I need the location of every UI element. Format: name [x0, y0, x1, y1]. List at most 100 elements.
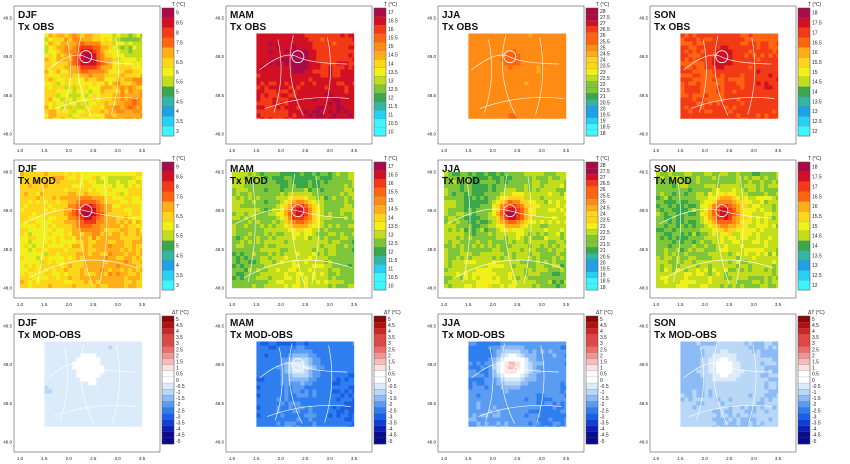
heatmap-cell — [756, 65, 761, 70]
heatmap-cell — [312, 224, 317, 229]
heatmap-cell — [776, 109, 779, 114]
heatmap-cell — [108, 200, 113, 205]
heatmap-cell — [140, 81, 143, 86]
heatmap-cell — [700, 77, 705, 82]
heatmap-cell — [132, 180, 137, 185]
panel-season-title: SON — [654, 10, 676, 21]
heatmap-cell — [444, 180, 449, 185]
heatmap-cell — [312, 264, 317, 269]
heatmap-cell — [292, 272, 297, 277]
heatmap-cell — [548, 204, 553, 209]
heatmap-cell — [720, 105, 725, 110]
heatmap-cell — [348, 224, 353, 229]
heatmap-cell — [132, 77, 137, 82]
heatmap-cell — [52, 196, 57, 201]
heatmap-cell — [268, 236, 273, 241]
heatmap-cell — [320, 172, 325, 177]
legend-swatch — [161, 17, 175, 28]
heatmap-cell — [56, 69, 61, 74]
heatmap-cell — [492, 117, 497, 119]
heatmap-cell — [252, 176, 257, 181]
heatmap-cell — [708, 37, 713, 42]
heatmap-cell — [88, 176, 93, 181]
heatmap-cell — [560, 196, 565, 201]
heatmap-cell — [544, 252, 549, 257]
heatmap-cell — [544, 196, 549, 201]
heatmap-cell — [260, 268, 265, 273]
heatmap-cell — [132, 49, 137, 54]
heatmap-cell — [332, 176, 337, 181]
heatmap-cell — [280, 45, 285, 50]
heatmap-cell — [108, 105, 113, 110]
heatmap-cell — [72, 244, 77, 249]
heatmap-cell — [324, 117, 329, 119]
heatmap-cell — [276, 212, 281, 217]
heatmap-cell — [112, 77, 117, 82]
heatmap-cell — [76, 244, 81, 249]
heatmap-cell — [124, 204, 129, 209]
heatmap-cell — [24, 260, 29, 265]
heatmap-cell — [768, 37, 773, 42]
heatmap-cell — [444, 204, 449, 209]
heatmap-cell — [60, 65, 65, 70]
x-tick-label: 1.5 — [253, 302, 260, 307]
heatmap-cell — [308, 61, 313, 66]
heatmap-cell — [760, 57, 765, 62]
heatmap-cell — [72, 224, 77, 229]
heatmap-cell — [732, 49, 737, 54]
heatmap-cell — [328, 276, 333, 281]
heatmap-cell — [764, 77, 769, 82]
heatmap-cell — [496, 220, 501, 225]
heatmap-cell — [772, 57, 777, 62]
heatmap-cell — [344, 85, 349, 90]
heatmap-cell — [300, 65, 305, 70]
heatmap-cell — [696, 37, 701, 42]
heatmap-cell — [236, 252, 241, 257]
legend-swatch — [373, 196, 387, 205]
heatmap-cell — [328, 192, 333, 197]
heatmap-cell — [736, 45, 741, 50]
heatmap-cell — [32, 180, 37, 185]
heatmap-cell — [32, 208, 37, 213]
heatmap-cell — [472, 176, 477, 181]
heatmap-cell — [564, 77, 567, 82]
heatmap-cell — [308, 248, 313, 253]
heatmap-cell — [508, 204, 513, 209]
heatmap-cell — [108, 69, 113, 74]
heatmap-cell — [344, 188, 349, 193]
heatmap-cell — [100, 212, 105, 217]
heatmap-cell — [116, 109, 121, 114]
heatmap-cell — [292, 196, 297, 201]
heatmap-cell — [240, 264, 245, 269]
heatmap-cell — [520, 89, 525, 94]
heatmap-cell — [524, 240, 529, 245]
heatmap-cell — [256, 256, 261, 261]
heatmap-cell — [524, 236, 529, 241]
heatmap-cell — [324, 109, 329, 114]
heatmap-cell — [268, 73, 273, 78]
heatmap-cell — [340, 236, 345, 241]
heatmap-cell — [104, 49, 109, 54]
heatmap-cell — [532, 117, 537, 119]
heatmap-cell — [324, 212, 329, 217]
heatmap-cell — [112, 224, 117, 229]
heatmap-cell — [268, 85, 273, 90]
heatmap-cell — [304, 228, 309, 233]
heatmap-cell — [64, 232, 69, 237]
heatmap-cell — [692, 89, 697, 94]
heatmap-cell — [120, 260, 125, 265]
heatmap-cell — [68, 37, 73, 42]
heatmap-cell — [532, 228, 537, 233]
heatmap-cell — [288, 208, 293, 213]
heatmap-cell — [140, 113, 143, 118]
heatmap-cell — [92, 109, 97, 114]
heatmap-cell — [532, 37, 537, 42]
heatmap-cell — [104, 97, 109, 102]
heatmap-cell — [24, 272, 29, 277]
heatmap-cell — [120, 81, 125, 86]
heatmap-cell — [136, 272, 141, 277]
boundary-line — [502, 35, 516, 116]
heatmap-cell — [48, 97, 53, 102]
heatmap-cell — [776, 53, 779, 58]
heatmap-cell — [532, 184, 537, 189]
